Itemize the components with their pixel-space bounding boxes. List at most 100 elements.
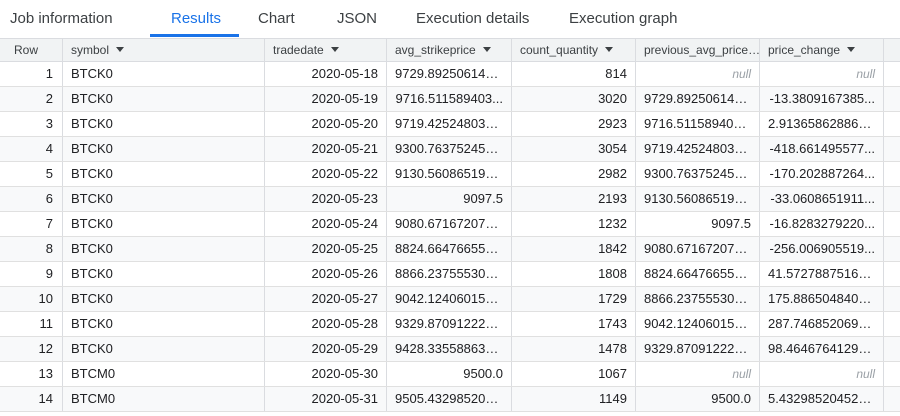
row-number-cell[interactable]: 2 — [45, 91, 53, 106]
column-header-price-change[interactable]: price_change — [759, 39, 883, 61]
table-row[interactable]: 13 BTCM0 2020-05-30 9500.0 1067 null null — [0, 362, 900, 387]
price-change-cell[interactable]: 175.8865048406... — [759, 287, 883, 311]
tradedate-cell[interactable]: 2020-05-21 — [264, 137, 386, 161]
price-change-cell[interactable]: -13.3809167385... — [759, 87, 883, 111]
price-change-cell[interactable]: -33.0608651911... — [759, 187, 883, 211]
avg-strikeprice-cell[interactable]: 9300.763752455... — [386, 137, 511, 161]
symbol-cell[interactable]: BTCK0 — [62, 237, 264, 261]
price-change-cell[interactable]: 98.46467641297... — [759, 337, 883, 361]
avg-strikeprice-cell[interactable]: 8824.664766558... — [386, 237, 511, 261]
symbol-cell[interactable]: BTCK0 — [62, 87, 264, 111]
table-row[interactable]: 2 BTCK0 2020-05-19 9716.511589403... 3020 972… — [0, 87, 900, 112]
tradedate-cell[interactable]: 2020-05-26 — [264, 262, 386, 286]
count-quantity-cell[interactable]: 1842 — [511, 237, 635, 261]
avg-strikeprice-cell[interactable]: 9729.892506142... — [386, 62, 511, 86]
tab-execution-graph[interactable]: Execution graph — [569, 10, 678, 27]
tab-execution-details[interactable]: Execution details — [416, 10, 530, 27]
previous-avg-price-cell[interactable]: 9716.511589403... — [635, 112, 759, 136]
table-row[interactable]: 4 BTCK0 2020-05-21 9300.763752455... 3054 971… — [0, 137, 900, 162]
previous-avg-price-cell[interactable]: 8866.237555309... — [635, 287, 759, 311]
count-quantity-cell[interactable]: 3020 — [511, 87, 635, 111]
previous-avg-price-cell[interactable]: 9130.560865191... — [635, 187, 759, 211]
symbol-cell[interactable]: BTCK0 — [62, 112, 264, 136]
count-quantity-cell[interactable]: 2982 — [511, 162, 635, 186]
column-header-symbol[interactable]: symbol — [62, 39, 264, 61]
count-quantity-cell[interactable]: 1149 — [511, 387, 635, 411]
tradedate-cell[interactable]: 2020-05-31 — [264, 387, 386, 411]
price-change-cell[interactable]: null — [759, 362, 883, 386]
tradedate-cell[interactable]: 2020-05-29 — [264, 337, 386, 361]
row-number-cell[interactable]: 9 — [45, 266, 53, 281]
price-change-cell[interactable]: null — [759, 62, 883, 86]
table-row[interactable]: 12 BTCK0 2020-05-29 9428.335588633... 1478 93… — [0, 337, 900, 362]
symbol-cell[interactable]: BTCK0 — [62, 212, 264, 236]
symbol-cell[interactable]: BTCK0 — [62, 312, 264, 336]
tab-job-information[interactable]: Job information — [10, 10, 113, 27]
table-row[interactable]: 8 BTCK0 2020-05-25 8824.664766558... 1842 908… — [0, 237, 900, 262]
column-header-tradedate[interactable]: tradedate — [264, 39, 386, 61]
row-number-cell[interactable]: 8 — [45, 241, 53, 256]
table-row[interactable]: 10 BTCK0 2020-05-27 9042.124060150... 1729 88… — [0, 287, 900, 312]
table-row[interactable]: 5 BTCK0 2020-05-22 9130.560865191... 2982 930… — [0, 162, 900, 187]
avg-strikeprice-cell[interactable]: 9505.432985204... — [386, 387, 511, 411]
symbol-cell[interactable]: BTCM0 — [62, 387, 264, 411]
price-change-cell[interactable]: -16.8283279220... — [759, 212, 883, 236]
previous-avg-price-cell[interactable]: 9500.0 — [635, 387, 759, 411]
previous-avg-price-cell[interactable]: null — [635, 362, 759, 386]
row-number-cell[interactable]: 10 — [38, 291, 53, 306]
row-number-cell[interactable]: 13 — [38, 366, 53, 381]
tradedate-cell[interactable]: 2020-05-25 — [264, 237, 386, 261]
avg-strikeprice-cell[interactable]: 9130.560865191... — [386, 162, 511, 186]
table-row[interactable]: 7 BTCK0 2020-05-24 9080.671672077... 1232 909… — [0, 212, 900, 237]
price-change-cell[interactable]: 287.7468520699... — [759, 312, 883, 336]
row-number-cell[interactable]: 6 — [45, 191, 53, 206]
count-quantity-cell[interactable]: 1067 — [511, 362, 635, 386]
tradedate-cell[interactable]: 2020-05-30 — [264, 362, 386, 386]
table-row[interactable]: 11 BTCK0 2020-05-28 9329.870912220... 1743 90… — [0, 312, 900, 337]
tab-results[interactable]: Results — [171, 10, 222, 27]
table-row[interactable]: 6 BTCK0 2020-05-23 9097.5 2193 9130.560865191… — [0, 187, 900, 212]
caret-down-icon[interactable] — [482, 47, 491, 53]
price-change-cell[interactable]: 41.57278875164... — [759, 262, 883, 286]
count-quantity-cell[interactable]: 2193 — [511, 187, 635, 211]
price-change-cell[interactable]: 2.913658628869... — [759, 112, 883, 136]
symbol-cell[interactable]: BTCM0 — [62, 362, 264, 386]
previous-avg-price-cell[interactable]: 9300.763752455... — [635, 162, 759, 186]
symbol-cell[interactable]: BTCK0 — [62, 287, 264, 311]
caret-down-icon[interactable] — [847, 47, 856, 53]
row-number-cell[interactable]: 4 — [45, 141, 53, 156]
count-quantity-cell[interactable]: 1729 — [511, 287, 635, 311]
column-header-previous-avg-price[interactable]: previous_avg_price — [635, 39, 759, 61]
tab-json[interactable]: JSON — [337, 10, 378, 27]
count-quantity-cell[interactable]: 3054 — [511, 137, 635, 161]
count-quantity-cell[interactable]: 1232 — [511, 212, 635, 236]
tradedate-cell[interactable]: 2020-05-23 — [264, 187, 386, 211]
symbol-cell[interactable]: BTCK0 — [62, 162, 264, 186]
count-quantity-cell[interactable]: 1743 — [511, 312, 635, 336]
price-change-cell[interactable]: 5.432985204524... — [759, 387, 883, 411]
row-number-cell[interactable]: 3 — [45, 116, 53, 131]
row-number-cell[interactable]: 5 — [45, 166, 53, 181]
previous-avg-price-cell[interactable]: 9097.5 — [635, 212, 759, 236]
avg-strikeprice-cell[interactable]: 9042.124060150... — [386, 287, 511, 311]
symbol-cell[interactable]: BTCK0 — [62, 187, 264, 211]
caret-down-icon[interactable] — [116, 47, 125, 53]
previous-avg-price-cell[interactable]: 9719.425248032... — [635, 137, 759, 161]
price-change-cell[interactable]: -256.006905519... — [759, 237, 883, 261]
avg-strikeprice-cell[interactable]: 9080.671672077... — [386, 212, 511, 236]
previous-avg-price-cell[interactable]: null — [635, 62, 759, 86]
table-row[interactable]: 14 BTCM0 2020-05-31 9505.432985204... 1149 95… — [0, 387, 900, 412]
row-number-cell[interactable]: 7 — [45, 216, 53, 231]
symbol-cell[interactable]: BTCK0 — [62, 337, 264, 361]
avg-strikeprice-cell[interactable]: 9716.511589403... — [386, 87, 511, 111]
price-change-cell[interactable]: -418.661495577... — [759, 137, 883, 161]
previous-avg-price-cell[interactable]: 9329.870912220... — [635, 337, 759, 361]
symbol-cell[interactable]: BTCK0 — [62, 62, 264, 86]
tradedate-cell[interactable]: 2020-05-18 — [264, 62, 386, 86]
row-number-cell[interactable]: 1 — [45, 66, 53, 81]
avg-strikeprice-cell[interactable]: 9428.335588633... — [386, 337, 511, 361]
avg-strikeprice-cell[interactable]: 8866.237555309... — [386, 262, 511, 286]
symbol-cell[interactable]: BTCK0 — [62, 262, 264, 286]
avg-strikeprice-cell[interactable]: 9097.5 — [386, 187, 511, 211]
table-row[interactable]: 3 BTCK0 2020-05-20 9719.425248032... 2923 971… — [0, 112, 900, 137]
